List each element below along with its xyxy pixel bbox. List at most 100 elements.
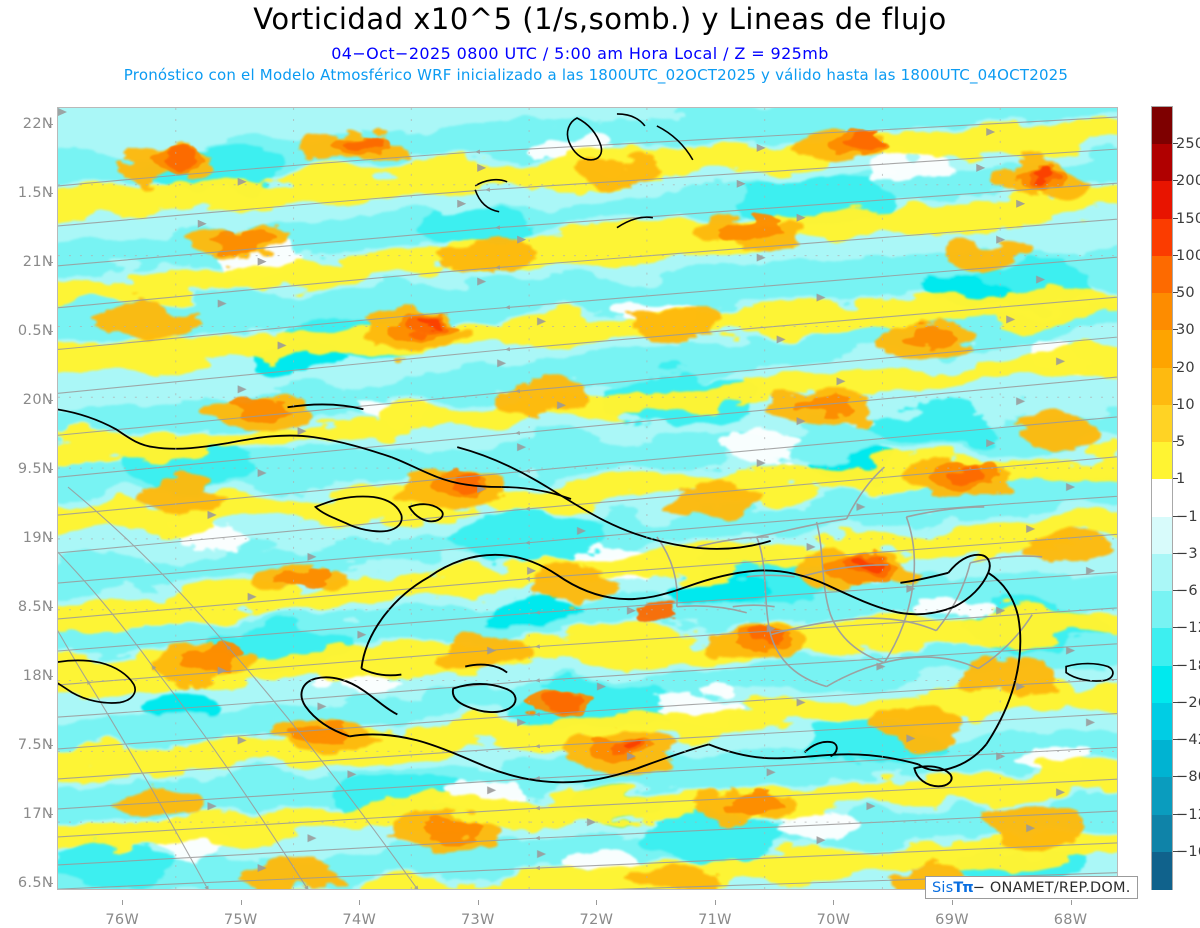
colorbar-swatch	[1152, 144, 1172, 183]
colorbar-tick-label: 5	[1176, 434, 1186, 451]
lon-tick-mark	[596, 900, 598, 905]
credit-badge: Sis Tπ − ONAMET/REP.DOM.	[925, 876, 1138, 899]
page-title: Vorticidad x10^5 (1/s,somb.) y Lineas de…	[253, 2, 947, 36]
colorbar-swatch	[1152, 665, 1172, 704]
lon-tick-mark	[122, 900, 124, 905]
forecast-valid-time-line: 04−Oct−2025 0800 UTC / 5:00 am Hora Loca…	[331, 44, 829, 63]
colorbar-tick-mark	[1173, 813, 1178, 815]
credit-org: − ONAMET/REP.DOM.	[972, 879, 1131, 896]
colorbar-tick-label: −26	[1176, 694, 1200, 711]
colorbar-swatch	[1152, 628, 1172, 667]
lon-tick-label: 71W	[698, 912, 732, 928]
colorbar-tick-mark	[1173, 292, 1178, 294]
colorbar-tick-mark	[1173, 552, 1178, 554]
colorbar-swatch	[1152, 330, 1172, 369]
colorbar-swatch	[1152, 255, 1172, 294]
colorbar-tick-mark	[1173, 329, 1178, 331]
lat-tick-label: 19N	[22, 529, 53, 546]
colorbar-tick-label: −42	[1176, 732, 1200, 749]
colorbar-swatch	[1152, 293, 1172, 332]
colorbar-swatch	[1152, 591, 1172, 629]
colorbar-tick-label: 50	[1176, 285, 1195, 302]
lon-tick-label: 76W	[105, 912, 140, 928]
colorbar-tick-mark	[1173, 366, 1178, 368]
lon-tick-label: 69W	[935, 912, 969, 928]
lat-tick-label: 20N	[22, 391, 53, 408]
colorbar-tick-label: 100	[1176, 247, 1200, 264]
colorbar-tick-mark	[1173, 180, 1178, 182]
colorbar-tick-mark	[1173, 403, 1178, 405]
flow-streamlines	[58, 108, 1117, 889]
lat-tick-label: 8.5N	[17, 598, 53, 615]
lon-tick-mark	[240, 900, 242, 905]
lat-tick-label: 17N	[22, 806, 53, 823]
colorbar[interactable]	[1151, 106, 1173, 890]
lat-tick-label: 21N	[22, 253, 53, 270]
lat-tick-label: 7.5N	[17, 737, 53, 753]
colorbar-swatch	[1152, 814, 1172, 853]
lon-tick-label: 74W	[342, 912, 377, 928]
colorbar-tick-label: −3	[1176, 545, 1198, 562]
colorbar-tick-label: 1	[1176, 471, 1186, 488]
lon-tick-mark	[477, 900, 479, 905]
colorbar-tick-label: −6	[1176, 583, 1198, 600]
coastline-hispaniola	[300, 553, 1022, 788]
colorbar-swatch	[1152, 218, 1172, 257]
colorbar-swatch	[1152, 777, 1172, 816]
lat-tick-label: 0.5N	[17, 322, 53, 339]
colorbar-tick-mark	[1173, 143, 1178, 145]
colorbar-swatch	[1152, 107, 1172, 145]
lon-tick-label: 73W	[460, 912, 495, 928]
lon-tick-mark	[952, 900, 954, 905]
lat-tick-mark	[48, 123, 53, 125]
longitude-axis: 76W 75W 74W 73W 72W 71W 70W 69W 68W	[57, 900, 1118, 928]
latitude-axis: 22N 1.5N 21N 0.5N 20N 9.5N 19N 8.5N 18N 7.5N 17N 6.…	[0, 107, 53, 891]
lon-tick-mark	[833, 900, 835, 905]
lon-tick-mark	[359, 900, 361, 905]
lat-tick-mark	[48, 192, 53, 194]
colorbar-swatch	[1152, 553, 1172, 592]
colorbar-tick-label: 20	[1176, 359, 1195, 376]
lat-tick-mark	[48, 883, 53, 885]
colorbar-swatch	[1152, 479, 1172, 518]
coastline-puerto-rico	[1065, 662, 1114, 682]
lon-tick-label: 72W	[579, 912, 614, 928]
colorbar-swatch	[1152, 442, 1172, 480]
colorbar-swatch	[1152, 702, 1172, 741]
colorbar-tick-label: −120	[1176, 806, 1200, 823]
lat-tick-mark	[48, 399, 53, 401]
lon-tick-mark	[1070, 900, 1072, 905]
colorbar-swatch	[1152, 851, 1172, 890]
coastline-cuba	[58, 403, 771, 550]
map-plot-area[interactable]	[57, 107, 1118, 890]
colorbar-swatch	[1152, 181, 1172, 220]
lat-tick-mark	[48, 330, 53, 332]
lat-tick-label: 1.5N	[17, 184, 53, 201]
colorbar-tick-label: −1	[1176, 508, 1198, 525]
geographic-boundaries	[58, 108, 1117, 889]
colorbar-tick-mark	[1173, 441, 1178, 443]
colorbar-tick-label: 150	[1176, 210, 1200, 227]
lat-tick-mark	[48, 675, 53, 677]
lat-tick-label: 9.5N	[17, 460, 53, 477]
lon-tick-mark	[714, 900, 716, 905]
colorbar-tick-label: −80	[1176, 769, 1200, 786]
lon-tick-label: 68W	[1053, 912, 1088, 928]
colorbar-tick-mark	[1173, 478, 1178, 480]
lon-tick-label: 75W	[223, 912, 258, 928]
colorbar-tick-label: 30	[1176, 322, 1195, 339]
colorbar-tick-label: 250	[1176, 136, 1200, 153]
colorbar-swatch	[1152, 404, 1172, 443]
colorbar-tick-mark	[1173, 590, 1178, 592]
colorbar-tick-label: −160	[1176, 843, 1200, 860]
colorbar-tick-label: −18	[1176, 657, 1200, 674]
colorbar-tick-mark	[1173, 664, 1178, 666]
lat-tick-mark	[48, 261, 53, 263]
coastline-bahamas	[474, 113, 694, 229]
colorbar-tick-mark	[1173, 776, 1178, 778]
credit-brand: Sis	[932, 879, 954, 896]
lat-tick-label: 22N	[22, 115, 53, 132]
colorbar-tick-mark	[1173, 627, 1178, 629]
lat-tick-mark	[48, 606, 53, 608]
colorbar-swatch	[1152, 516, 1172, 555]
